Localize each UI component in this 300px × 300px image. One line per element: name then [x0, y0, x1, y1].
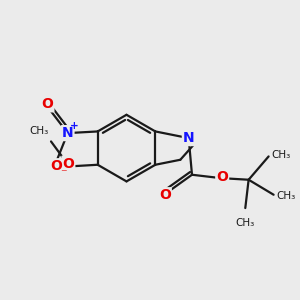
- Text: CH₃: CH₃: [272, 149, 291, 160]
- Text: N: N: [183, 131, 194, 145]
- Text: CH₃: CH₃: [236, 218, 255, 228]
- Text: +: +: [70, 122, 79, 131]
- Text: N: N: [62, 126, 74, 140]
- Text: O: O: [41, 98, 53, 111]
- Text: CH₃: CH₃: [29, 126, 48, 136]
- Text: ⁻: ⁻: [60, 167, 67, 180]
- Text: CH₃: CH₃: [277, 191, 296, 201]
- Text: O: O: [216, 170, 228, 184]
- Text: O: O: [62, 157, 74, 171]
- Text: O: O: [50, 159, 62, 173]
- Text: O: O: [159, 188, 171, 202]
